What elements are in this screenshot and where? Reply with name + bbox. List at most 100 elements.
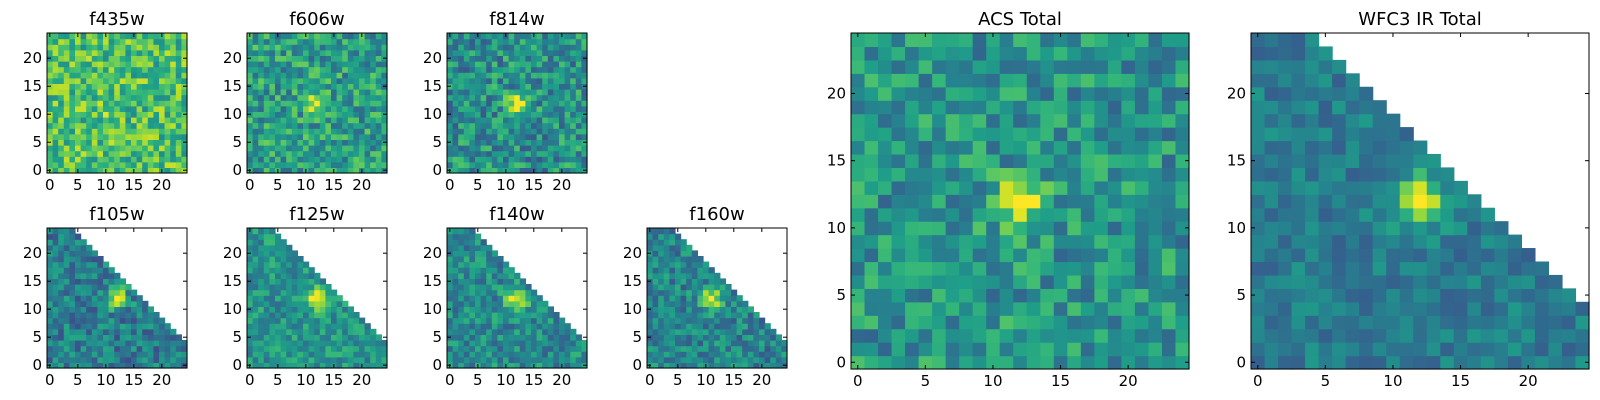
heatmap-cell [347,49,354,56]
heatmap-cell [1305,328,1320,343]
heatmap-cell [531,312,538,319]
heatmap-cell [136,156,143,163]
heatmap-cell [891,59,906,74]
heatmap-cell [280,139,287,146]
heatmap-cell [258,89,265,96]
heatmap-cell [170,55,177,62]
heatmap-cell [325,306,332,313]
heatmap-cell [469,317,476,324]
heatmap-cell [469,61,476,68]
heatmap-cell [47,267,54,274]
heatmap-cell [519,312,526,319]
heatmap-cell [1026,167,1041,182]
heatmap-cell [519,83,526,90]
heatmap-cell [514,100,521,107]
heatmap-cell [742,323,749,330]
heatmap-cell [1094,194,1109,209]
heatmap-cell [708,323,715,330]
heatmap-cell [742,340,749,347]
heatmap-cell [1053,33,1068,48]
heatmap-cell [486,323,493,330]
heatmap-cell [469,306,476,313]
heatmap-cell [725,356,732,363]
heatmap-cell [280,300,287,307]
heatmap-cell [514,284,521,291]
heatmap-cell [691,267,698,274]
heatmap-cell [514,150,521,157]
heatmap-cell [63,233,70,240]
heatmap-cell [731,340,738,347]
heatmap-cell [447,122,454,129]
heatmap-cell [480,284,487,291]
heatmap-cell [347,66,354,73]
heatmap-cell [263,133,270,140]
heatmap-cell [547,55,554,62]
heatmap-cell [514,295,521,302]
heatmap-cell [480,83,487,90]
heatmap-cell [1067,342,1082,357]
heatmap-cell [164,156,171,163]
heatmap-cell [1067,355,1082,370]
heatmap-cell [475,77,482,84]
heatmap-cell [247,38,254,45]
heatmap-cell [932,288,947,303]
heatmap-cell [458,167,465,174]
heatmap-cell [375,351,382,358]
heatmap-cell [542,139,549,146]
heatmap-cell [480,139,487,146]
heatmap-cell [703,261,710,268]
heatmap-cell [986,33,1001,48]
heatmap-cell [1264,194,1279,209]
heatmap-cell [508,145,515,152]
heatmap-cell [525,317,532,324]
heatmap-cell [503,94,510,101]
heatmap-cell [480,334,487,341]
heatmap-cell [519,145,526,152]
heatmap-cell [480,328,487,335]
heatmap-cell [759,323,766,330]
heatmap-cell [1318,288,1333,303]
heatmap-cell [69,356,76,363]
axes-frame [46,227,188,369]
heatmap-cell [359,89,366,96]
heatmap-cell [519,77,526,84]
heatmap-cell [531,323,538,330]
heatmap-cell [86,55,93,62]
heatmap-cell [531,356,538,363]
heatmap-cell [114,345,121,352]
heatmap-cell [359,317,366,324]
heatmap-cell [1521,355,1536,370]
heatmap-cell [986,221,1001,236]
heatmap-cell [325,145,332,152]
heatmap-cell [103,284,110,291]
heatmap-cell [697,312,704,319]
heatmap-cell [97,278,104,285]
heatmap-cell [263,272,270,279]
heatmap-cell [370,128,377,135]
heatmap-cell [1318,180,1333,195]
heatmap-cell [918,221,933,236]
heatmap-cell [652,356,659,363]
heatmap-cell [303,77,310,84]
heatmap-cell [719,317,726,324]
heatmap-cell [918,328,933,343]
heatmap-cell [697,306,704,313]
heatmap-cell [142,139,149,146]
heatmap-cell [458,289,465,296]
heatmap-cell [269,128,276,135]
heatmap-cell [1121,207,1136,222]
heatmap-cell [575,61,582,68]
heatmap-cell [542,300,549,307]
heatmap-cell [491,145,498,152]
heatmap-cell [303,83,310,90]
heatmap-cell [1251,261,1266,276]
heatmap-cell [945,59,960,74]
heatmap-cell [1480,221,1495,236]
heatmap-cell [497,156,504,163]
heatmap-cell [1134,167,1150,182]
heatmap-cell [181,340,188,347]
heatmap-cell [1148,261,1163,276]
heatmap-cell [381,122,388,129]
heatmap-cell [458,295,465,302]
heatmap-cell [58,89,65,96]
